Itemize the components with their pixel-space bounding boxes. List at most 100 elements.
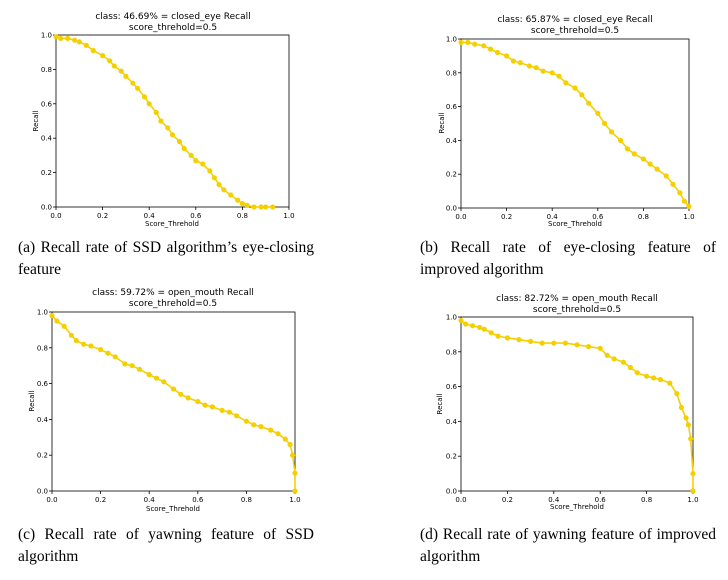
x-tick-label: 1.0 (289, 496, 300, 504)
recall-point (634, 370, 640, 376)
recall-point (130, 80, 136, 86)
y-tick-label: 0.8 (41, 66, 52, 74)
recall-point (670, 181, 676, 187)
recall-point (161, 379, 167, 385)
y-axis-label: Recall (28, 391, 36, 412)
recall-point (270, 204, 276, 210)
recall-series (458, 317, 696, 494)
recall-point (228, 192, 234, 198)
recall-point (181, 145, 187, 152)
recall-point (118, 68, 124, 74)
recall-point (686, 203, 692, 209)
recall-point (651, 375, 657, 381)
recall-point (90, 47, 96, 54)
recall-point (526, 63, 532, 69)
recall-point (88, 343, 94, 349)
recall-point (604, 352, 610, 358)
recall-point (202, 402, 208, 408)
y-axis-label: Recall (436, 394, 444, 415)
recall-point (58, 35, 64, 42)
y-axis-label: Recall (438, 113, 446, 134)
recall-point (83, 42, 89, 48)
y-tick-label: 0.4 (446, 137, 458, 145)
y-ticks: 0.0 0.2 0.4 0.6 0.8 1.0 (446, 314, 461, 496)
recall-point (674, 391, 680, 397)
recall-point (53, 34, 59, 40)
recall-point (178, 391, 184, 397)
chart-title: class: 46.69% = closed_eye Recall (95, 12, 250, 22)
recall-point (597, 345, 603, 351)
recall-series (49, 313, 298, 494)
recall-point (275, 431, 281, 437)
x-tick-label: 0.0 (50, 212, 61, 220)
recall-point (562, 340, 568, 346)
y-tick-label: 1.0 (37, 309, 48, 317)
recall-point (200, 161, 206, 167)
recall-point (504, 53, 510, 59)
recall-point (488, 46, 494, 52)
recall-point (647, 161, 653, 167)
recall-point (618, 137, 624, 143)
recall-point (533, 65, 539, 71)
recall-point (504, 335, 510, 341)
recall-point (221, 187, 227, 193)
recall-point (54, 318, 60, 324)
recall-point (243, 418, 249, 424)
x-ticks: 0.0 0.2 0.4 0.6 0.8 1.0 (455, 208, 695, 221)
y-tick-label: 0.8 (446, 69, 457, 77)
recall-point (640, 156, 646, 162)
recall-point (494, 49, 501, 56)
recall-point (107, 58, 113, 64)
recall-point (611, 356, 617, 362)
recall-point (654, 166, 660, 172)
recall-point (602, 120, 608, 127)
recall-point (169, 132, 176, 138)
recall-point (146, 101, 152, 107)
recall-point (263, 204, 269, 210)
recall-point (620, 359, 626, 365)
recall-point (551, 340, 557, 346)
recall-point (539, 340, 545, 346)
recall-point (68, 332, 74, 338)
recall-point (586, 344, 592, 350)
y-ticks: 0.0 0.2 0.4 0.6 0.8 1.0 (41, 32, 56, 212)
x-tick-label: 0.0 (455, 213, 466, 221)
recall-point (61, 323, 67, 329)
recall-point (690, 471, 696, 477)
chart-subtitle: score_threhold=0.5 (129, 23, 217, 33)
y-tick-label: 0.8 (37, 344, 48, 352)
caption-d: (d) Recall rate of yawning feature of im… (420, 526, 716, 565)
recall-point (528, 338, 534, 344)
recall-point (239, 201, 245, 207)
y-tick-label: 0.0 (446, 488, 457, 496)
recall-point (608, 129, 615, 135)
recall-point (193, 158, 199, 164)
recall-point (574, 342, 580, 348)
recall-point (685, 422, 691, 428)
recall-point (595, 110, 601, 116)
recall-chart-b: class: 65.87% = closed_eye Recall score_… (438, 15, 695, 228)
recall-point (624, 146, 630, 152)
recall-point (146, 372, 152, 378)
recall-point (216, 182, 222, 188)
recall-point (657, 377, 664, 383)
recall-point (690, 488, 696, 494)
x-tick-label: 0.6 (192, 496, 204, 504)
recall-point (290, 452, 296, 458)
y-tick-label: 0.4 (41, 135, 53, 143)
panel-d: class: 82.72% = open_mouth Recall score_… (420, 288, 728, 518)
caption-a: (a) Recall rate of SSD algorithm’s eye-c… (18, 239, 314, 278)
recall-point (495, 333, 501, 339)
chart-subtitle: score_threhold=0.5 (533, 305, 621, 315)
panel-b: class: 65.87% = closed_eye Recall score_… (420, 0, 728, 232)
recall-point (135, 85, 141, 91)
recall-point (219, 407, 225, 413)
recall-point (470, 323, 476, 329)
recall-point (631, 151, 637, 157)
x-tick-label: 0.2 (502, 496, 513, 504)
recall-point (165, 125, 171, 131)
recall-point (510, 58, 516, 64)
y-tick-label: 0.6 (37, 380, 49, 388)
recall-point (481, 326, 487, 332)
recall-point (111, 63, 117, 69)
